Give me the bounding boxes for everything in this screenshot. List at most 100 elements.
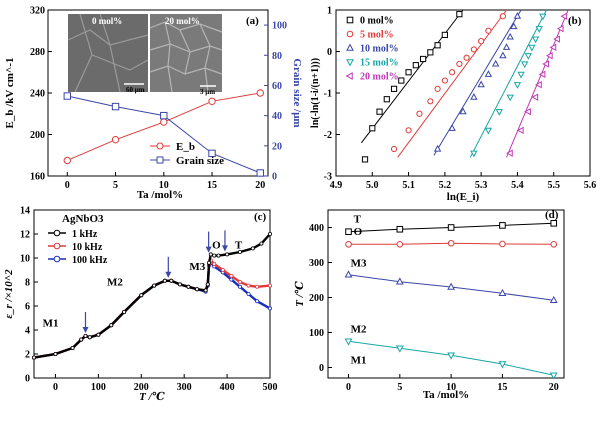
c-point-1: [212, 261, 217, 266]
c-series-line-1: [33, 258, 271, 359]
b-legend-label: 15 mol%: [360, 58, 399, 69]
b-point-3: [484, 127, 493, 135]
d-point-1: [499, 240, 506, 248]
b-legend-label: 10 mol%: [360, 44, 399, 55]
b-point-1: [449, 69, 456, 76]
c-point-0: [32, 355, 37, 360]
panel-d-label: (d): [545, 209, 559, 221]
b-point-3: [506, 94, 514, 102]
b-ytick-label: -2: [324, 130, 332, 141]
b-point-0: [390, 85, 398, 92]
c-phase-label: M3: [189, 261, 205, 273]
a-ytick-left-label: 280: [30, 47, 45, 58]
a-point-0: [63, 156, 71, 165]
d-xtick-label: 10: [446, 382, 456, 393]
b-point-2: [506, 32, 514, 40]
d-point-2: [447, 282, 456, 290]
b-xtick-label: 5.0: [366, 180, 379, 191]
c-ytick-label: 8: [25, 278, 30, 289]
d-point-2: [344, 270, 353, 278]
c-xtick-label: 0: [53, 382, 58, 393]
c-point-0: [139, 293, 144, 298]
b-point-0: [376, 108, 383, 115]
c-phase-label: T: [235, 239, 243, 251]
b-fit-line-1: [397, 9, 507, 158]
b-point-1: [427, 98, 434, 105]
b-point-0: [434, 42, 441, 49]
panel-a: 0 5 10 15 20 160 200 240 280 320 0 20 40 60 80 100 0 mo…: [4, 6, 303, 202]
c-point-0: [169, 278, 174, 283]
a-ytick-left-label: 320: [30, 6, 45, 17]
d-phase-label: M3: [351, 258, 367, 270]
b-point-1: [390, 145, 398, 153]
d-point-0: [447, 224, 455, 231]
b-point-1: [416, 110, 423, 117]
panel-a-ylabel-right: Grain size /μm: [291, 58, 303, 127]
b-point-0: [427, 49, 434, 56]
c-xtick-label: 200: [134, 382, 149, 393]
a-series-line-1: [67, 95, 261, 174]
b-point-2: [499, 51, 507, 59]
c-phase-label: M1: [43, 317, 59, 329]
b-point-0: [383, 96, 390, 103]
d-ytick-label: 100: [309, 328, 324, 339]
c-point-1: [220, 267, 225, 272]
c-point-0: [203, 288, 208, 293]
b-xtick-label: 5.2: [439, 180, 452, 191]
b-point-0: [419, 55, 427, 63]
d-phase-label: M2: [351, 324, 367, 336]
d-point-3: [498, 361, 507, 369]
c-legend-label: 100 kHz: [72, 255, 108, 266]
c-point-0: [162, 278, 167, 283]
d-xtick-label: 5: [397, 382, 402, 393]
b-xtick-label: 5.6: [584, 180, 597, 191]
panel-c-legend: 1 kHz 10 kHz 100 kHz: [48, 229, 108, 266]
b-ytick-label: -3: [324, 172, 332, 183]
b-legend-label: 0 mol%: [360, 16, 394, 27]
inset-20mol-label: 20 mol%: [165, 16, 200, 26]
panel-a-ylabel-left: E_b /kV cm^-1: [4, 58, 16, 129]
c-point-0: [122, 309, 127, 314]
b-point-4: [516, 126, 524, 135]
c-phase-label: M2: [107, 277, 123, 289]
panel-d-xlabel: Ta /mol%: [423, 389, 469, 401]
b-legend-label: 20 mol%: [360, 72, 399, 83]
a-point-1: [160, 111, 168, 120]
b-point-0: [405, 69, 412, 76]
b-point-1: [456, 60, 463, 68]
c-point-0: [237, 249, 242, 254]
d-point-3: [447, 352, 456, 360]
d-phase-label: O: [354, 226, 363, 238]
panel-d-frame: [327, 209, 565, 379]
a-ytick-right-label: 20: [272, 141, 282, 152]
d-xtick-label: 15: [497, 382, 507, 393]
a-ytick-left-label: 240: [30, 89, 45, 100]
b-point-0: [456, 11, 463, 18]
b-point-0: [361, 156, 369, 163]
b-point-2: [502, 43, 511, 50]
c-arrow-head: [221, 245, 228, 252]
b-legend-marker: [346, 16, 354, 24]
c-point-1: [255, 284, 260, 289]
b-point-1: [470, 46, 477, 53]
inset-20mol-scale: 3 μm: [200, 88, 215, 96]
panel-a-legend: E_b Grain size: [150, 141, 224, 167]
c-point-1: [229, 273, 234, 278]
panel-c-frame: [33, 209, 271, 379]
d-phase-label: T: [354, 213, 362, 225]
b-point-2: [433, 144, 442, 152]
d-point-1: [447, 239, 455, 247]
c-point-0: [259, 241, 264, 246]
a-point-1: [208, 149, 216, 158]
panel-c-ylabel: ε_r /×10^2: [3, 269, 15, 319]
c-ytick-label: 14: [20, 206, 30, 217]
d-point-0: [550, 220, 558, 227]
panel-b-ylabel: ln(-ln(1-i/(n+1))): [310, 58, 321, 128]
c-point-2: [229, 277, 234, 282]
c-point-0: [53, 351, 58, 356]
c-legend-label: 1 kHz: [72, 229, 98, 240]
panel-c-xlabel: T /℃: [139, 391, 166, 403]
b-fit-line-2: [433, 9, 522, 156]
a-point-0: [160, 118, 168, 126]
a-series-line-0: [67, 92, 261, 161]
